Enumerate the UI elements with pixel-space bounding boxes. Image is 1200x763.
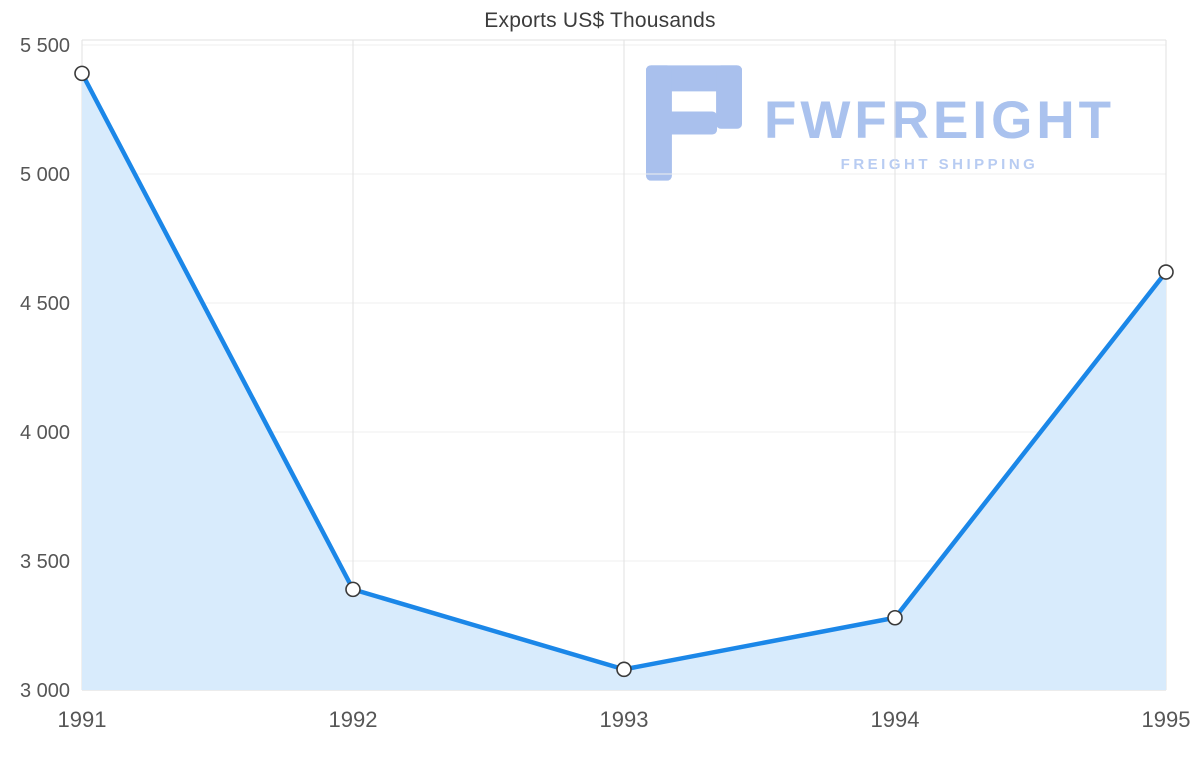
y-tick-label: 5 500	[20, 35, 70, 57]
y-tick-label: 4 500	[20, 293, 70, 315]
data-point-marker[interactable]	[74, 65, 90, 82]
data-point-marker[interactable]	[345, 581, 361, 598]
y-tick-label: 3 500	[20, 551, 70, 573]
y-tick-label: 3 000	[20, 680, 70, 702]
series-area	[82, 73, 1166, 690]
x-tick-label: 1993	[600, 707, 649, 732]
x-tick-label: 1994	[871, 707, 920, 732]
y-tick-label: 4 000	[20, 422, 70, 444]
x-tick-label: 1991	[58, 707, 107, 732]
x-tick-label: 1995	[1142, 707, 1191, 732]
x-tick-label: 1992	[329, 707, 378, 732]
data-point-marker[interactable]	[1158, 264, 1174, 280]
data-point-marker[interactable]	[616, 661, 632, 678]
chart-title: Exports US$ Thousands	[484, 9, 716, 32]
y-tick-label: 5 000	[20, 164, 70, 186]
data-point-marker[interactable]	[887, 609, 903, 626]
